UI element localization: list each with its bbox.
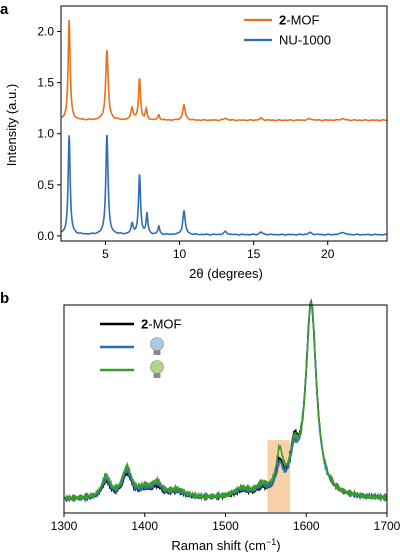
x-axis-label: 2θ (degrees) [189,266,263,281]
x-tick-label: 20 [321,247,335,261]
x-tick-label: 1600 [293,519,320,533]
bulb-base [153,373,161,378]
series-line-mof [64,298,388,503]
bulb-glass [150,337,164,351]
panel-label-a: a [0,1,9,18]
x-tick-label: 1700 [374,519,400,533]
x-tick-label: 15 [247,247,261,261]
bulb-glass [150,360,164,374]
series-line-nu1000 [61,134,388,236]
highlight-band [267,440,291,512]
y-tick-label: 1.5 [37,76,54,90]
xrd-chart: Intensity (a.u.) 2θ (degrees) 5 10 15 20 0.0… [4,5,388,281]
series-line-green-light [64,298,388,503]
panel-label-b: b [0,290,9,307]
plot-frame [60,5,388,242]
legend-label: 2-MOF [279,13,320,28]
lightbulb-blue-icon [150,337,164,355]
y-tick-label: 0.5 [37,178,54,192]
x-tick-label: 1300 [51,519,78,533]
x-tick-label: 10 [173,247,187,261]
x-tick-label: 5 [102,247,109,261]
series-line-blue-light [64,302,388,504]
legend-label: 2-MOF [141,317,182,332]
legend-label: NU-1000 [279,33,331,48]
bulb-base [153,350,161,355]
y-tick-label: 2.0 [37,25,54,39]
series-line-mof [61,20,387,122]
raman-chart: Raman shift (cm−1) 1300 1400 1500 1600 1700 2… [51,298,400,552]
x-tick-label: 1400 [131,519,158,533]
x-tick-label: 1500 [212,519,239,533]
y-axis-label: Intensity (a.u.) [4,84,19,166]
y-tick-label: 0.0 [37,229,54,243]
y-tick-label: 1.0 [37,127,54,141]
plot-frame [63,304,388,514]
lightbulb-green-icon [150,360,164,378]
x-axis-label: Raman shift (cm−1) [171,537,280,552]
